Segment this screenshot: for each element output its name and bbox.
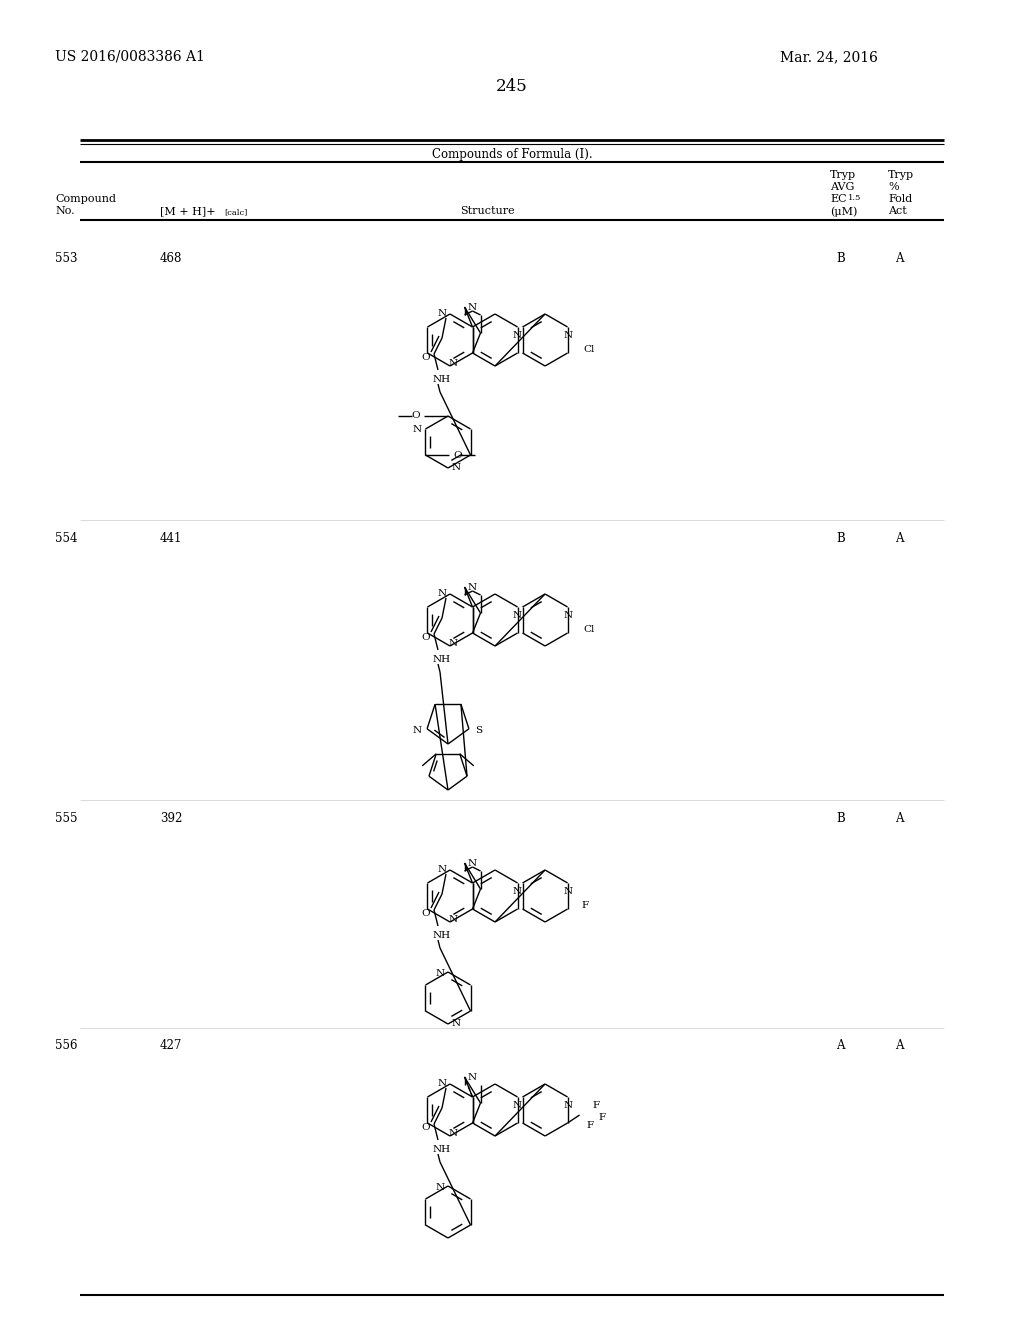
Text: N: N [449,1129,458,1138]
Text: F: F [582,900,589,909]
Text: 245: 245 [496,78,528,95]
Text: Compound: Compound [55,194,116,205]
Text: N: N [437,866,446,874]
Text: O: O [412,412,420,421]
Text: F: F [598,1113,605,1122]
Text: Compounds of Formula (I).: Compounds of Formula (I). [432,148,592,161]
Text: N: N [435,969,444,978]
Text: Cl: Cl [584,624,595,634]
Text: No.: No. [55,206,75,216]
Text: B: B [836,252,845,265]
Text: N: N [513,330,522,339]
Text: 554: 554 [55,532,78,545]
Text: N: N [449,915,458,924]
Text: 555: 555 [55,812,78,825]
Text: US 2016/0083386 A1: US 2016/0083386 A1 [55,50,205,63]
Text: N: N [435,1184,444,1192]
Text: Fold: Fold [888,194,912,205]
Text: N: N [437,1080,446,1089]
Text: N: N [413,726,422,735]
Text: F: F [592,1101,599,1110]
Text: 556: 556 [55,1039,78,1052]
Text: B: B [836,812,845,825]
Text: Mar. 24, 2016: Mar. 24, 2016 [780,50,878,63]
Text: N: N [452,1019,461,1028]
Text: O: O [422,634,430,643]
Text: N: N [452,463,461,473]
Text: (μM): (μM) [830,206,857,216]
Text: N: N [413,425,422,433]
Text: A: A [895,812,903,825]
Text: NH: NH [433,375,451,384]
Text: N: N [468,1072,477,1081]
Text: 1.5: 1.5 [848,194,861,202]
Text: Cl: Cl [584,345,595,354]
Text: Act: Act [888,206,906,216]
Text: 468: 468 [160,252,182,265]
Text: AVG: AVG [830,182,854,191]
Text: N: N [468,858,477,867]
Text: Structure: Structure [460,206,515,216]
Text: Tryp: Tryp [830,170,856,180]
Text: 441: 441 [160,532,182,545]
Text: [calc]: [calc] [224,209,248,216]
Text: N: N [563,887,572,895]
Text: B: B [836,532,845,545]
Text: N: N [437,590,446,598]
Text: NH: NH [433,656,451,664]
Text: F: F [586,1121,593,1130]
Text: N: N [513,887,522,895]
Text: 427: 427 [160,1039,182,1052]
Text: N: N [449,359,458,367]
Text: NH: NH [433,1146,451,1155]
Text: O: O [422,1123,430,1133]
Text: NH: NH [433,932,451,940]
Text: A: A [895,1039,903,1052]
Text: N: N [449,639,458,648]
Text: S: S [475,726,482,735]
Text: N: N [563,330,572,339]
Text: EC: EC [830,194,847,205]
Text: A: A [895,252,903,265]
Text: N: N [513,610,522,619]
Text: N: N [563,610,572,619]
Text: O: O [454,450,462,459]
Text: O: O [422,909,430,919]
Text: N: N [513,1101,522,1110]
Text: %: % [888,182,899,191]
Text: N: N [437,309,446,318]
Text: N: N [468,582,477,591]
Text: O: O [422,354,430,363]
Text: [M + H]+: [M + H]+ [160,206,216,216]
Text: N: N [468,302,477,312]
Text: Tryp: Tryp [888,170,914,180]
Text: 553: 553 [55,252,78,265]
Text: A: A [836,1039,845,1052]
Text: A: A [895,532,903,545]
Text: 392: 392 [160,812,182,825]
Text: N: N [563,1101,572,1110]
